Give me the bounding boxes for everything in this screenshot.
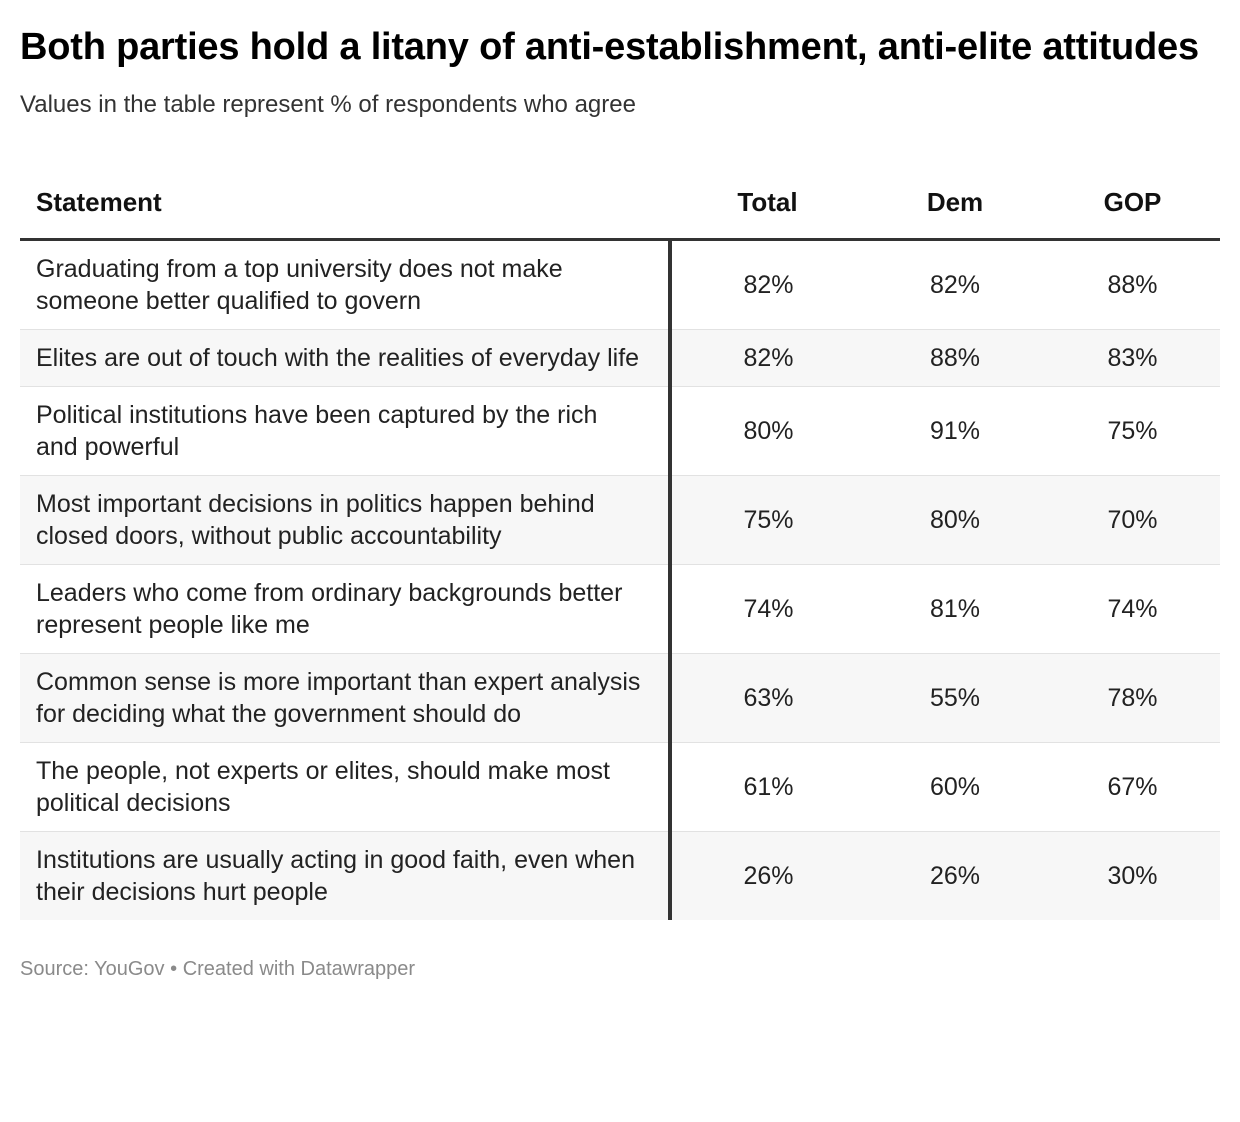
total-value-cell: 82%: [670, 329, 865, 387]
statement-cell: Elites are out of touch with the realiti…: [20, 329, 672, 387]
gop-value-cell: 75%: [1045, 386, 1220, 476]
chart-title: Both parties hold a litany of anti-estab…: [20, 26, 1199, 68]
column-header-statement[interactable]: Statement: [20, 166, 670, 241]
statement-cell: Most important decisions in politics hap…: [20, 475, 672, 565]
total-value-cell: 63%: [670, 653, 865, 743]
table-row: Most important decisions in politics hap…: [20, 475, 1220, 565]
total-value-cell: 75%: [670, 475, 865, 565]
dem-value-cell: 80%: [865, 475, 1045, 565]
dem-value-cell: 26%: [865, 831, 1045, 920]
source-note: Source: YouGov: [20, 958, 165, 980]
column-header-gop[interactable]: GOP: [1045, 166, 1220, 241]
dem-value-cell: 91%: [865, 386, 1045, 476]
table-row: Common sense is more important than expe…: [20, 653, 1220, 743]
data-table: Statement Total Dem GOP Graduating from …: [20, 166, 1220, 920]
statement-cell: Institutions are usually acting in good …: [20, 831, 672, 920]
statement-cell: Graduating from a top university does no…: [20, 239, 672, 330]
total-value-cell: 74%: [670, 564, 865, 654]
gop-value-cell: 88%: [1045, 239, 1220, 330]
chart-subtitle: Values in the table represent % of respo…: [20, 91, 636, 118]
statement-cell: The people, not experts or elites, shoul…: [20, 742, 672, 832]
table-row: Leaders who come from ordinary backgroun…: [20, 564, 1220, 654]
table-header-row: Statement Total Dem GOP: [20, 166, 1220, 241]
dem-value-cell: 81%: [865, 564, 1045, 654]
total-value-cell: 61%: [670, 742, 865, 832]
column-header-total[interactable]: Total: [670, 166, 865, 241]
gop-value-cell: 74%: [1045, 564, 1220, 654]
chart-container: Both parties hold a litany of anti-estab…: [20, 26, 1220, 981]
table-row: Elites are out of touch with the realiti…: [20, 329, 1220, 387]
gop-value-cell: 78%: [1045, 653, 1220, 743]
gop-value-cell: 30%: [1045, 831, 1220, 920]
dem-value-cell: 88%: [865, 329, 1045, 387]
total-value-cell: 26%: [670, 831, 865, 920]
statement-cell: Leaders who come from ordinary backgroun…: [20, 564, 672, 654]
dem-value-cell: 60%: [865, 742, 1045, 832]
credit-note: Created with Datawrapper: [182, 958, 416, 980]
table-row: The people, not experts or elites, shoul…: [20, 742, 1220, 832]
gop-value-cell: 70%: [1045, 475, 1220, 565]
table-row: Institutions are usually acting in good …: [20, 831, 1220, 920]
table-row: Graduating from a top university does no…: [20, 239, 1220, 330]
statement-cell: Common sense is more important than expe…: [20, 653, 672, 743]
table-body: Graduating from a top university does no…: [20, 239, 1220, 920]
chart-footer: Source: YouGov • Created with Datawrappe…: [20, 958, 1220, 981]
gop-value-cell: 67%: [1045, 742, 1220, 832]
statement-cell: Political institutions have been capture…: [20, 386, 672, 476]
total-value-cell: 80%: [670, 386, 865, 476]
total-value-cell: 82%: [670, 239, 865, 330]
gop-value-cell: 83%: [1045, 329, 1220, 387]
column-header-dem[interactable]: Dem: [865, 166, 1045, 241]
dem-value-cell: 55%: [865, 653, 1045, 743]
footer-separator: •: [170, 958, 178, 980]
table-row: Political institutions have been capture…: [20, 386, 1220, 476]
dem-value-cell: 82%: [865, 239, 1045, 330]
